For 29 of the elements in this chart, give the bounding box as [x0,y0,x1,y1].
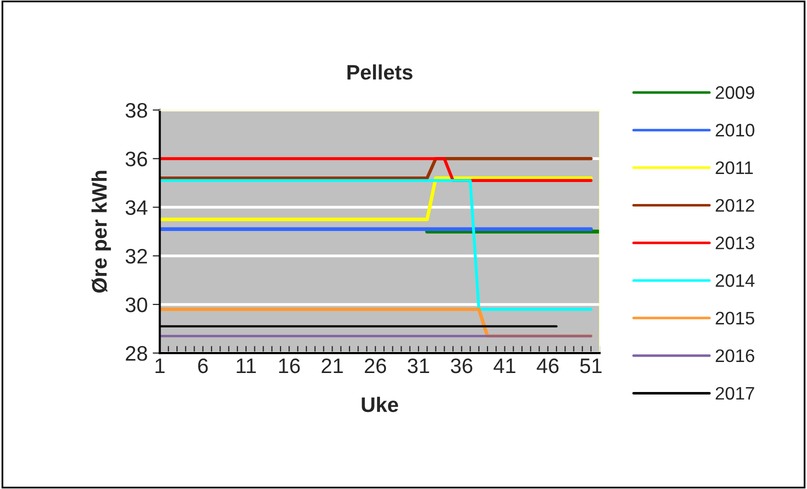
y-tick-label: 34 [126,200,148,215]
y-axis-title: Øre per kWh [92,170,111,293]
legend-label: 2016 [716,349,754,362]
y-tick-label: 32 [126,248,147,264]
x-tick-label: 41 [494,358,516,374]
legend-label: 2009 [716,86,754,99]
legend-label: 2011 [716,161,753,174]
x-tick-label: 16 [279,358,300,374]
x-tick-label: 11 [236,358,256,374]
y-tick-label: 38 [126,103,148,118]
legend-label: 2010 [716,124,754,137]
legend-label: 2013 [716,236,754,250]
x-tick-label: 36 [450,358,472,374]
legend-label: 2017 [716,386,754,400]
x-tick-label: 31 [408,358,430,374]
x-tick-label: 46 [536,358,559,374]
x-tick-label: 51 [580,358,602,374]
y-tick-label: 28 [126,346,148,361]
x-tick-label: 21 [322,358,343,374]
x-axis-title: Uke [362,396,398,412]
legend-label: 2012 [716,198,754,212]
chart-title: Pellets [348,64,412,80]
y-tick-label: 30 [126,297,148,312]
x-tick-label: 26 [364,358,386,374]
legend-label: 2015 [716,312,754,325]
x-tick-label: 1 [156,358,165,374]
x-tick-label: 6 [198,358,208,374]
y-tick-label: 36 [126,152,148,166]
legend-label: 2014 [716,274,754,287]
